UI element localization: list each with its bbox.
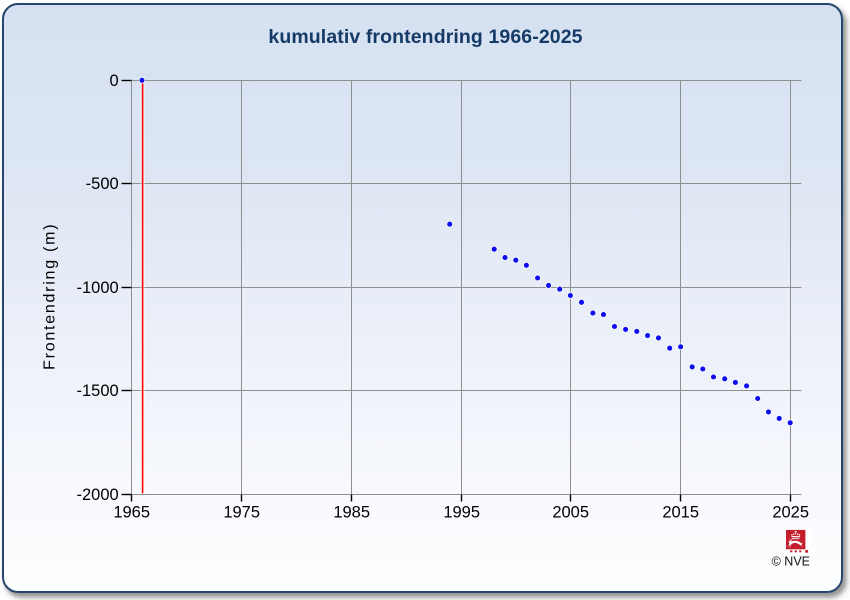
svg-text:1965: 1965 [113,503,150,521]
svg-text:0: 0 [110,72,119,90]
svg-text:-1000: -1000 [76,279,118,297]
svg-text:kumulativ frontendring 1966-20: kumulativ frontendring 1966-2025 [268,26,582,48]
svg-text:© NVE: © NVE [772,555,810,569]
svg-text:1975: 1975 [223,503,260,521]
svg-text:1985: 1985 [333,503,370,521]
svg-text:2015: 2015 [662,503,699,521]
svg-text:Frontendring (m): Frontendring (m) [42,223,59,370]
svg-text:-1500: -1500 [76,382,118,400]
svg-text:1995: 1995 [443,503,480,521]
svg-text:2025: 2025 [772,503,809,521]
svg-text:-2000: -2000 [76,486,118,504]
svg-text:-500: -500 [86,175,119,193]
svg-text:2005: 2005 [552,503,589,521]
